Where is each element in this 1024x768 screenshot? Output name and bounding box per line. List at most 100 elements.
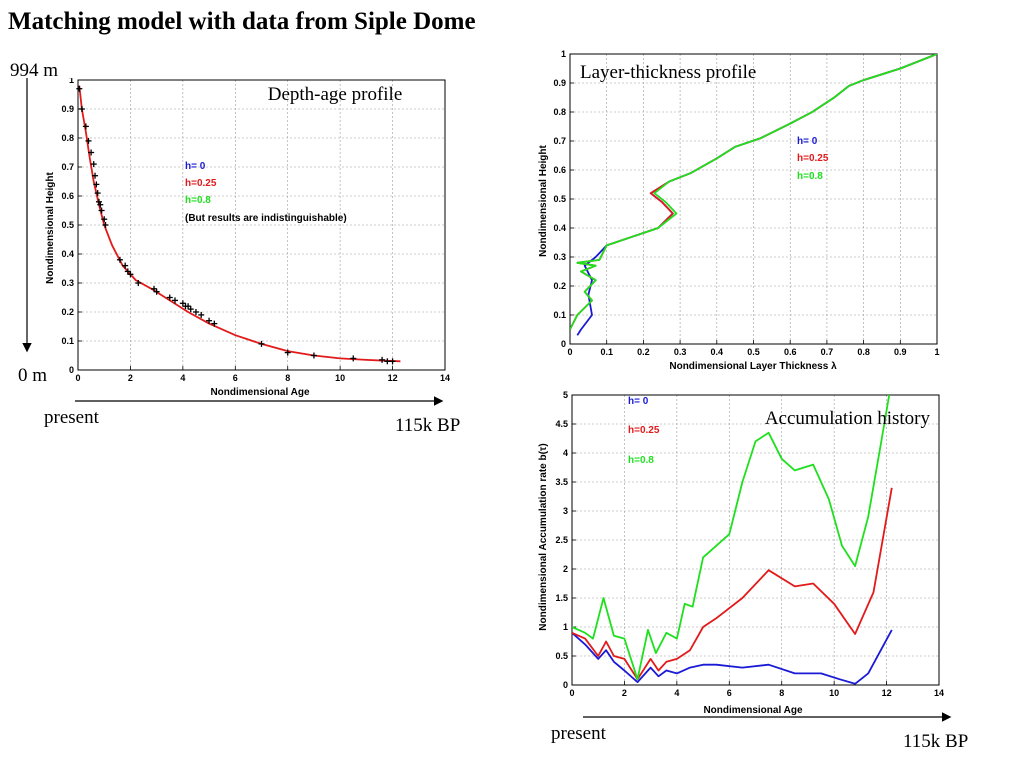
x-tick-label: 10 (335, 373, 345, 383)
x-tick-label: 0 (569, 688, 574, 698)
y-tick-label: 0 (69, 365, 74, 375)
x-tick-label: 14 (934, 688, 944, 698)
y-tick-label: 3.5 (555, 477, 568, 487)
y-tick-label: 0.1 (61, 336, 74, 346)
y-tick-label: 0.8 (61, 133, 74, 143)
bp-label-2: 115k BP (903, 731, 969, 752)
data-point (310, 352, 317, 359)
data-point (211, 320, 218, 327)
accumulation-ylabel: Nondimensional Accumulation rate b(τ) (538, 443, 549, 630)
layer-thickness-ylabel: Nondimensional Height (538, 144, 549, 256)
x-tick-label: 0.8 (857, 347, 870, 357)
y-tick-label: 0.7 (61, 162, 74, 172)
y-tick-label: 0.1 (553, 310, 566, 320)
x-tick-label: 6 (233, 373, 238, 383)
depth-age-title: Depth-age profile (268, 84, 403, 105)
data-point (93, 181, 100, 188)
plot-frame (77, 79, 446, 371)
y-tick-label: 1 (563, 622, 568, 632)
series-line-h08 (570, 54, 937, 330)
data-point (153, 288, 160, 295)
series-line-h025 (572, 487, 893, 681)
data-point (76, 85, 83, 92)
data-point (384, 358, 391, 365)
y-tick-label: 1 (69, 78, 74, 85)
accumulation-plot-area: 0 2 4 6 8 10 12 14 0 0.5 1 1.5 2 2.5 3 3.5 4 4.5 5 (555, 390, 944, 698)
y-tick-label: 0.3 (61, 278, 74, 288)
data-point (88, 149, 95, 156)
x-tick-label: 0.2 (637, 347, 650, 357)
data-point (206, 317, 213, 324)
plot-frame (569, 53, 938, 345)
data-point (98, 207, 105, 214)
x-tick-label: 10 (829, 688, 839, 698)
data-point (116, 256, 123, 263)
x-tick-label: 4 (674, 688, 679, 698)
y-tick-label: 5 (563, 390, 568, 400)
accumulation-title: Accumulation history (765, 408, 931, 429)
y-tick-label: 0.4 (553, 223, 566, 233)
legend-h025: h=0.25 (797, 153, 829, 164)
data-point (102, 222, 109, 228)
legend-note: (But results are indistinguishable) (185, 213, 347, 224)
legend-h0: h= 0 (185, 161, 206, 172)
x-tick-label: 8 (285, 373, 290, 383)
data-point (350, 355, 357, 362)
layer-thickness-chart: 0 0.1 0.2 0.3 0.4 0.5 0.6 0.7 0.8 0.9 1 0 0.1 0.2 0.3 0… (538, 49, 940, 372)
y-tick-label: 0.2 (61, 307, 74, 317)
data-point (101, 216, 108, 223)
y-tick-label: 1.5 (555, 593, 568, 603)
accumulation-xlabel: Nondimensional Age (703, 705, 803, 716)
data-point (82, 123, 89, 130)
depth-age-chart: 0 2 4 6 8 10 12 14 0 0.1 0.2 0.3 0.4 0.5 0.6 0.7 0.8 0.9 1… (45, 78, 450, 398)
data-point (389, 358, 396, 365)
y-tick-label: 0.7 (553, 136, 566, 146)
data-point (122, 262, 129, 269)
x-tick-label: 12 (882, 688, 892, 698)
x-tick-label: 12 (388, 373, 398, 383)
data-point (192, 309, 199, 315)
x-tick-label: 0 (75, 373, 80, 383)
x-tick-label: 0 (567, 347, 572, 357)
x-tick-label: 6 (727, 688, 732, 698)
data-point (94, 190, 101, 197)
data-point (258, 340, 265, 347)
data-point (92, 172, 99, 179)
present-label-1: present (44, 407, 99, 428)
y-tick-label: 0.9 (553, 78, 566, 88)
x-tick-label: 0.9 (894, 347, 907, 357)
data-point (78, 106, 85, 112)
x-tick-label: 1 (934, 347, 939, 357)
y-tick-label: 2 (563, 564, 568, 574)
depth-bottom-label: 0 m (18, 365, 48, 386)
series-line-h0 (576, 54, 937, 336)
y-tick-label: 0.5 (555, 651, 568, 661)
legend-h025: h=0.25 (628, 425, 660, 436)
data-point (379, 356, 386, 363)
y-tick-label: 4 (563, 448, 568, 458)
y-tick-label: 0.6 (553, 165, 566, 175)
x-tick-label: 14 (440, 373, 450, 383)
data-point (135, 280, 142, 286)
y-tick-label: 4.5 (555, 419, 568, 429)
accumulation-chart: 0 2 4 6 8 10 12 14 0 0.5 1 1.5 2 2.5 3 3.5 4 4.5 5 Accumul… (538, 390, 944, 716)
bp-label-1: 115k BP (395, 415, 461, 436)
data-point (97, 201, 104, 208)
depth-age-ylabel: Nondimensional Height (45, 171, 56, 283)
y-tick-label: 0.3 (553, 252, 566, 262)
depth-age-plot-area: 0 2 4 6 8 10 12 14 0 0.1 0.2 0.3 0.4 0.5 0.6 0.7 0.8 0.9 1 (61, 78, 450, 383)
y-tick-label: 0 (563, 680, 568, 690)
data-point (85, 137, 92, 144)
y-tick-label: 0.4 (61, 249, 74, 259)
y-tick-label: 0.5 (553, 194, 566, 204)
series-line-h0 (572, 629, 893, 685)
layer-thickness-title: Layer-thickness profile (580, 62, 756, 83)
legend-h0: h= 0 (628, 396, 649, 407)
data-point (90, 161, 97, 168)
y-tick-label: 1 (561, 49, 566, 59)
legend-h08: h=0.8 (185, 195, 211, 206)
series-line-h08 (572, 395, 891, 681)
depth-age-xlabel: Nondimensional Age (210, 387, 310, 398)
data-point (127, 271, 134, 278)
